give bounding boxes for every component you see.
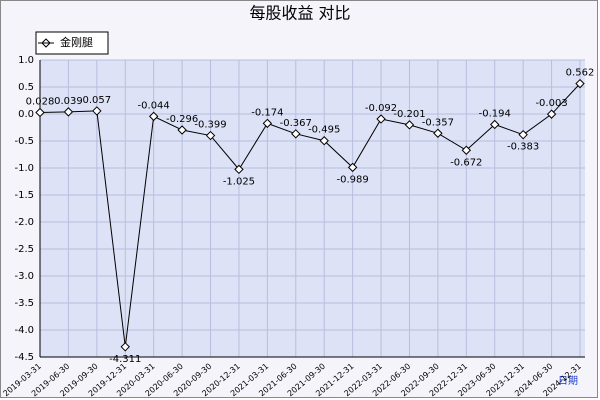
y-tick-label: -1.0: [14, 163, 34, 174]
data-label: -4.311: [109, 354, 141, 365]
data-label: 0.028: [26, 96, 55, 107]
data-label: -0.383: [507, 142, 539, 153]
legend-label: 金刚腿: [60, 35, 93, 49]
data-label: -1.025: [223, 176, 255, 187]
point: [92, 106, 102, 116]
point: [404, 120, 415, 130]
data-label: 0.057: [83, 95, 112, 106]
data-label: -0.672: [450, 157, 482, 168]
y-tick-label: -2.5: [14, 244, 34, 255]
data-label: -0.044: [138, 100, 170, 111]
point: [205, 130, 216, 141]
data-label: 0.039: [54, 96, 83, 107]
y-tick-label: -3.5: [14, 298, 34, 309]
data-label: -0.367: [280, 118, 312, 129]
point: [518, 129, 528, 140]
y-tick-label: -4.5: [14, 352, 34, 363]
point: [319, 136, 329, 146]
point: [546, 109, 557, 119]
point: [262, 118, 273, 129]
point: [177, 125, 187, 135]
data-label: -0.194: [479, 108, 511, 119]
y-tick-label: 0.0: [18, 109, 34, 120]
data-label: -0.399: [194, 120, 226, 131]
point: [291, 129, 301, 139]
data-label: -0.003: [535, 98, 567, 109]
point: [433, 128, 443, 138]
point: [347, 162, 358, 173]
data-label: -0.989: [337, 174, 369, 185]
y-tick-label: -2.0: [14, 217, 34, 228]
x-axis-title: 日期: [558, 375, 578, 387]
y-tick-label: -4.0: [14, 325, 34, 336]
point: [461, 145, 472, 155]
data-label: 0.562: [566, 68, 595, 79]
plot-area: [40, 60, 585, 357]
y-tick-label: 1.0: [18, 55, 34, 66]
y-tick-label: -1.5: [14, 190, 34, 201]
data-label: -0.092: [365, 103, 397, 114]
line: [39, 83, 581, 347]
data-label: -0.357: [422, 117, 454, 128]
y-tick-label: -0.5: [14, 136, 34, 147]
data-label: -0.495: [308, 125, 340, 136]
data-label: -0.296: [166, 114, 198, 125]
point: [120, 342, 130, 352]
legend-box: [35, 31, 109, 55]
point: [234, 164, 244, 175]
point: [148, 111, 159, 122]
point: [63, 107, 74, 117]
chart-title: 每股收益 对比: [249, 4, 350, 23]
y-tick-label: -3.0: [14, 271, 34, 282]
data-label: -0.174: [251, 107, 283, 118]
point: [376, 114, 386, 124]
y-tick-label: 0.5: [18, 82, 34, 93]
point: [35, 107, 45, 118]
data-label: -0.201: [393, 109, 425, 120]
point: [490, 119, 500, 130]
point: [575, 78, 585, 89]
